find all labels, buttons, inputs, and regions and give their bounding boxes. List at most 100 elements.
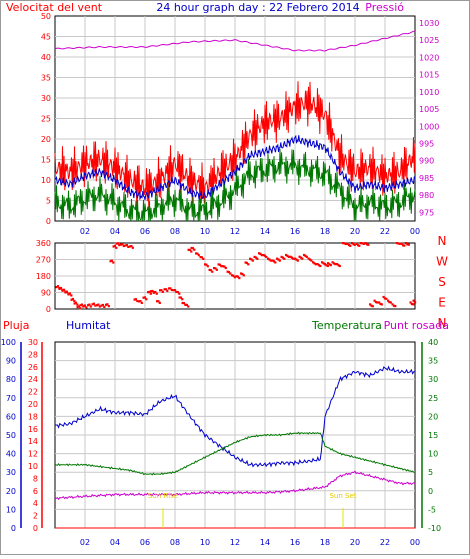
direction-point xyxy=(388,301,391,304)
direction-point xyxy=(313,262,316,265)
direction-point xyxy=(116,242,119,245)
compass-label: S xyxy=(438,275,446,289)
direction-point xyxy=(211,270,214,273)
direction-point xyxy=(269,259,272,262)
direction-point xyxy=(367,243,370,246)
direction-point xyxy=(307,257,310,260)
direction-point xyxy=(97,303,100,306)
direction-point xyxy=(209,269,212,272)
direction-point xyxy=(378,301,381,304)
humidity-y-tick: 70 xyxy=(6,394,16,403)
direction-point xyxy=(244,261,247,264)
direction-point xyxy=(331,261,334,264)
direction-point xyxy=(67,293,70,296)
direction-point xyxy=(336,263,339,266)
wind-y-tick: 35 xyxy=(41,74,51,83)
direction-point xyxy=(185,303,188,307)
direction-point xyxy=(200,256,203,259)
temperature-label: Temperatura xyxy=(311,319,382,332)
direction-point xyxy=(150,290,153,293)
direction-point xyxy=(127,245,130,248)
direction-point xyxy=(242,274,245,277)
direction-point xyxy=(172,289,175,292)
direction-point xyxy=(232,274,235,277)
compass-label: E xyxy=(438,296,446,310)
direction-point xyxy=(176,291,179,294)
rain-y-tick: 26 xyxy=(28,363,38,372)
temperature-y-tick: 0 xyxy=(428,487,433,496)
direction-point xyxy=(304,254,307,257)
x-tick-label: 14 xyxy=(260,538,270,547)
wind-y-tick: 15 xyxy=(41,156,51,165)
direction-point xyxy=(383,297,386,300)
direction-point xyxy=(295,258,298,261)
x-tick-label: 00 xyxy=(410,227,420,236)
x-tick-label: 16 xyxy=(290,227,300,236)
direction-point xyxy=(262,254,265,257)
direction-point xyxy=(85,306,88,309)
direction-point xyxy=(401,244,405,247)
direction-point xyxy=(294,257,297,260)
direction-point xyxy=(362,242,365,245)
x-tick-label: 12 xyxy=(230,227,240,236)
direction-point xyxy=(190,250,193,253)
direction-point xyxy=(344,242,347,246)
direction-point xyxy=(358,244,361,247)
humidity-y-tick: 60 xyxy=(6,412,16,421)
direction-point xyxy=(249,257,252,260)
direction-point xyxy=(235,275,238,278)
direction-point xyxy=(285,253,288,257)
direction-point xyxy=(83,304,86,307)
direction-point xyxy=(256,257,259,260)
direction-point xyxy=(343,242,346,245)
direction-point xyxy=(112,245,115,248)
direction-point xyxy=(62,288,66,291)
direction-point xyxy=(259,252,262,255)
pressure-y-tick: 1015 xyxy=(419,71,439,80)
direction-point xyxy=(80,303,83,306)
wind-low-series xyxy=(54,149,416,222)
direction-y-tick: 180 xyxy=(36,272,51,281)
direction-point xyxy=(392,304,396,307)
direction-point xyxy=(280,255,283,258)
direction-point xyxy=(155,292,158,295)
direction-point xyxy=(319,264,322,268)
direction-point xyxy=(326,264,329,268)
direction-point xyxy=(68,292,71,295)
humidity-y-tick: 10 xyxy=(6,505,16,514)
compass-label: N xyxy=(438,316,447,330)
direction-point xyxy=(163,288,166,291)
direction-point xyxy=(188,248,191,252)
pressure-y-tick: 985 xyxy=(419,174,434,183)
direction-point xyxy=(133,298,136,301)
direction-point xyxy=(254,256,258,259)
temperature-y-tick: 20 xyxy=(428,412,438,421)
wind-y-tick: 0 xyxy=(46,217,51,226)
direction-point xyxy=(122,244,125,248)
direction-point xyxy=(274,261,277,264)
direction-point xyxy=(281,256,285,259)
direction-point xyxy=(324,263,327,266)
direction-point xyxy=(287,255,290,258)
x-tick-label: 02 xyxy=(80,538,90,547)
humidity-y-tick: 50 xyxy=(6,431,16,440)
x-tick-label: 22 xyxy=(380,538,390,547)
direction-point xyxy=(296,259,299,262)
direction-point xyxy=(317,264,321,267)
rain-y-tick: 0 xyxy=(33,524,38,533)
temperature-y-tick: 40 xyxy=(428,338,438,347)
wind-y-tick: 10 xyxy=(41,176,51,185)
direction-point xyxy=(241,272,244,276)
direction-point xyxy=(347,244,351,247)
direction-point xyxy=(286,254,289,257)
direction-point xyxy=(89,305,92,308)
x-tick-label: 04 xyxy=(110,227,120,236)
direction-point xyxy=(138,300,141,303)
direction-point xyxy=(240,272,243,275)
direction-point xyxy=(365,243,368,246)
direction-point xyxy=(124,244,127,247)
direction-point xyxy=(222,265,225,268)
direction-point xyxy=(352,243,355,246)
direction-point xyxy=(159,289,162,292)
x-tick-label: 10 xyxy=(200,538,210,547)
